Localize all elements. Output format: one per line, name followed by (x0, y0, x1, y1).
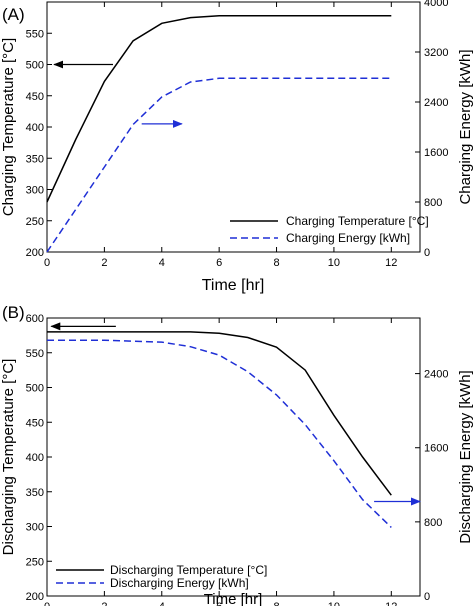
y-left-tick-label: 450 (26, 417, 44, 429)
x-tick-label: 12 (385, 601, 397, 606)
x-tick-label: 0 (44, 601, 50, 606)
panel-a-series (46, 15, 392, 253)
panel-a-legend-label-energy: Charging Energy [kWh] (286, 231, 410, 245)
y-right-tick-label: 0 (424, 591, 430, 603)
x-tick-label: 8 (273, 601, 279, 606)
x-tick-label: 12 (385, 257, 397, 269)
y-right-tick-label: 0 (424, 247, 430, 259)
y-right-tick-label: 2400 (424, 369, 448, 381)
x-tick-label: 4 (159, 257, 165, 269)
y-left-tick-label: 450 (26, 91, 44, 103)
panel-a-y-right-ticks: 0 800 1600 2400 3200 4000 (415, 0, 448, 259)
panel-b-x-ticks: 0 2 4 6 8 10 12 (44, 318, 397, 606)
x-tick-label: 0 (44, 257, 50, 269)
y-left-tick-label: 550 (26, 28, 44, 40)
panel-a-legend-label-temperature: Charging Temperature [°C] (286, 214, 429, 228)
x-tick-label: 10 (328, 601, 340, 606)
series-line-temperature (46, 15, 392, 203)
panel-a-arrows (53, 60, 183, 128)
x-tick-label: 8 (273, 257, 279, 269)
y-left-tick-label: 350 (26, 153, 44, 165)
panel-b: (B) 0 2 4 6 8 10 12 200 250 300 350 400 450 500 550 60… (0, 303, 474, 606)
y-left-tick-label: 200 (26, 591, 44, 603)
x-tick-label: 6 (216, 257, 222, 269)
panel-b-arrows (50, 322, 421, 506)
y-left-tick-label: 600 (26, 313, 44, 325)
panel-a-legend: Charging Temperature [°C] Charging Energ… (230, 214, 429, 245)
series-line-temperature (47, 331, 392, 496)
y-right-tick-label: 800 (424, 197, 442, 209)
panel-b-y-left-ticks: 200 250 300 350 400 450 500 550 600 (26, 313, 52, 603)
y-left-tick-label: 200 (26, 247, 44, 259)
y-left-tick-label: 500 (26, 60, 44, 72)
y-left-tick-label: 500 (26, 383, 44, 395)
series-line-energy (47, 339, 392, 528)
panel-a-label: (A) (2, 5, 25, 24)
x-tick-label: 2 (101, 257, 107, 269)
panel-b-y-right-ticks: 0 800 1600 2400 (415, 369, 448, 603)
panel-b-label: (B) (2, 303, 25, 322)
x-tick-label: 4 (159, 601, 165, 606)
panel-b-x-axis-label: Time [hr] (204, 591, 263, 606)
y-left-tick-label: 550 (26, 348, 44, 360)
panel-a: (A) 0 2 4 6 8 10 12 200 250 300 350 400 450 500 550 0… (0, 0, 474, 294)
y-left-tick-label: 300 (26, 522, 44, 534)
y-right-tick-label: 800 (424, 517, 442, 529)
y-right-tick-label: 1600 (424, 147, 448, 159)
y-right-tick-label: 2400 (424, 97, 448, 109)
y-left-tick-label: 400 (26, 122, 44, 134)
series-line-energy (46, 77, 392, 253)
panel-b-legend-label-temperature: Discharging Temperature [°C] (110, 563, 267, 577)
y-left-tick-label: 400 (26, 452, 44, 464)
x-tick-label: 10 (328, 257, 340, 269)
panel-b-series (47, 331, 392, 528)
panel-a-y-right-axis-label: Charging Energy [kWh] (457, 49, 474, 204)
panel-b-y-right-axis-label: Discharging Energy [kWh] (457, 370, 474, 543)
panel-b-y-left-axis-label: Discharging Temperature [°C] (0, 359, 17, 556)
y-right-tick-label: 3200 (424, 47, 448, 59)
y-left-tick-label: 250 (26, 556, 44, 568)
panel-a-x-ticks: 0 2 4 6 8 10 12 (44, 2, 397, 269)
panel-a-y-left-ticks: 200 250 300 350 400 450 500 550 (26, 28, 52, 259)
panel-a-x-axis-label: Time [hr] (202, 277, 265, 294)
panel-b-plot-frame (46, 317, 421, 597)
panel-b-legend: Discharging Temperature [°C] Discharging… (56, 563, 267, 590)
x-tick-label: 2 (101, 601, 107, 606)
x-tick-label: 6 (216, 601, 222, 606)
y-left-tick-label: 350 (26, 487, 44, 499)
panel-a-y-left-axis-label: Charging Temperature [°C] (0, 38, 17, 216)
panel-b-legend-label-energy: Discharging Energy [kWh] (110, 576, 249, 590)
y-left-tick-label: 250 (26, 216, 44, 228)
y-left-tick-label: 300 (26, 185, 44, 197)
y-right-tick-label: 4000 (424, 0, 448, 9)
y-right-tick-label: 1600 (424, 443, 448, 455)
